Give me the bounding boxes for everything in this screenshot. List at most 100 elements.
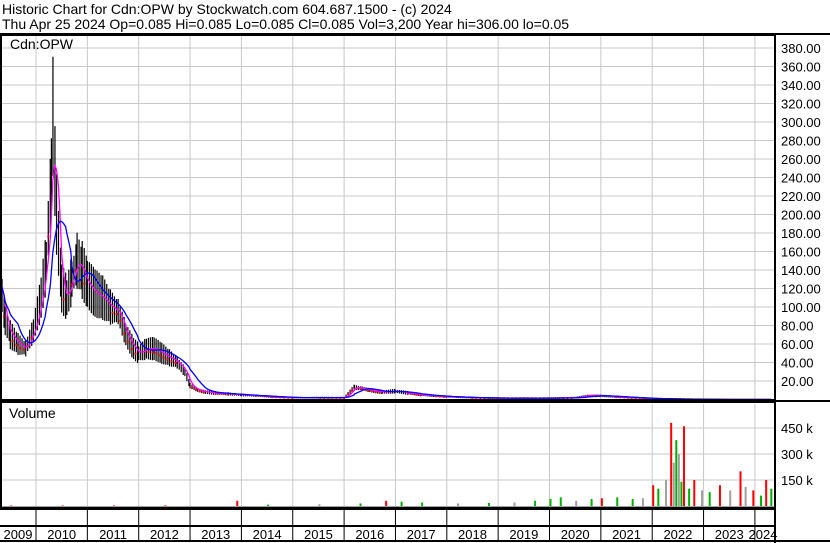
close-mark bbox=[415, 393, 418, 396]
volume-bar bbox=[665, 480, 668, 506]
close-mark bbox=[134, 352, 137, 355]
price-tick-label: 80.00 bbox=[781, 319, 814, 334]
price-tick-label: 340.00 bbox=[781, 78, 821, 93]
close-mark bbox=[195, 388, 198, 391]
year-label: 2013 bbox=[201, 527, 230, 542]
volume-bar bbox=[641, 498, 644, 506]
year-label: 2020 bbox=[561, 527, 590, 542]
year-label: 2014 bbox=[253, 527, 282, 542]
price-tick-label: 280.00 bbox=[781, 134, 821, 149]
price-tick-label: 240.00 bbox=[781, 171, 821, 186]
close-mark bbox=[370, 390, 373, 393]
volume-bar bbox=[549, 499, 552, 506]
close-mark bbox=[151, 351, 154, 354]
volume-tick-label: 300 k bbox=[781, 447, 813, 462]
close-mark bbox=[411, 393, 414, 396]
volume-bar bbox=[729, 490, 732, 506]
close-mark bbox=[83, 282, 86, 285]
volume-bar bbox=[61, 505, 64, 506]
price-tick-label: 120.00 bbox=[781, 282, 821, 297]
year-label: 2012 bbox=[150, 527, 179, 542]
price-tick-label: 320.00 bbox=[781, 97, 821, 112]
volume-pane-label: Volume bbox=[9, 405, 56, 421]
price-tick-label: 140.00 bbox=[781, 263, 821, 278]
volume-bar bbox=[318, 504, 321, 506]
volume-bar bbox=[534, 500, 537, 506]
year-label: 2010 bbox=[47, 527, 76, 542]
close-mark bbox=[198, 390, 201, 393]
volume-bar bbox=[670, 422, 673, 506]
long-moving-average-line bbox=[0, 220, 771, 401]
close-mark bbox=[170, 360, 173, 363]
close-mark bbox=[191, 386, 194, 389]
year-label: 2016 bbox=[355, 527, 384, 542]
short-moving-average-line bbox=[0, 164, 771, 401]
close-mark bbox=[62, 298, 65, 301]
volume-bar bbox=[631, 499, 634, 506]
close-mark bbox=[347, 393, 350, 396]
price-tick-label: 40.00 bbox=[781, 356, 814, 371]
close-mark bbox=[119, 319, 122, 322]
price-tick-label: 380.00 bbox=[781, 41, 821, 56]
volume-bar bbox=[700, 490, 703, 506]
close-mark bbox=[30, 336, 33, 339]
price-tick-label: 60.00 bbox=[781, 337, 814, 352]
price-tick-label: 220.00 bbox=[781, 189, 821, 204]
volume-bar bbox=[575, 500, 578, 506]
year-label: 2022 bbox=[663, 527, 692, 542]
volume-bar bbox=[236, 500, 239, 506]
close-mark bbox=[126, 340, 129, 343]
volume-bar bbox=[590, 499, 593, 506]
year-label: 2024 bbox=[749, 527, 778, 542]
price-tick-label: 180.00 bbox=[781, 226, 821, 241]
price-tick-label: 360.00 bbox=[781, 60, 821, 75]
year-label: 2015 bbox=[304, 527, 333, 542]
close-mark bbox=[123, 332, 126, 335]
quote-summary: Thu Apr 25 2024 Op=0.085 Hi=0.085 Lo=0.0… bbox=[2, 16, 570, 32]
close-mark bbox=[111, 311, 114, 314]
volume-bar bbox=[600, 498, 603, 506]
close-mark bbox=[11, 340, 14, 343]
volume-bar bbox=[708, 492, 711, 506]
year-label: 2017 bbox=[407, 527, 436, 542]
close-mark bbox=[3, 315, 6, 318]
volume-bar bbox=[752, 490, 755, 506]
volume-bar bbox=[718, 485, 721, 506]
close-mark bbox=[15, 344, 18, 347]
close-mark bbox=[162, 356, 165, 359]
volume-bar bbox=[683, 426, 686, 506]
close-mark bbox=[23, 348, 26, 351]
close-mark bbox=[47, 235, 50, 238]
volume-bar bbox=[672, 462, 675, 506]
close-mark bbox=[115, 313, 118, 316]
volume-bar bbox=[267, 504, 270, 506]
volume-bar bbox=[487, 502, 490, 506]
close-mark bbox=[367, 389, 370, 392]
volume-bar bbox=[765, 480, 768, 506]
price-tick-label: 260.00 bbox=[781, 152, 821, 167]
volume-bar bbox=[10, 505, 13, 506]
close-mark bbox=[147, 350, 150, 353]
year-label: 2021 bbox=[612, 527, 641, 542]
volume-tick-label: 150 k bbox=[781, 473, 813, 488]
close-mark bbox=[70, 283, 73, 286]
volume-bar bbox=[770, 488, 773, 506]
close-mark bbox=[407, 392, 410, 395]
close-mark bbox=[374, 390, 377, 393]
volume-bar bbox=[513, 502, 516, 506]
volume-bar bbox=[739, 471, 742, 506]
volume-bar bbox=[688, 488, 691, 506]
close-mark bbox=[155, 352, 158, 355]
close-mark bbox=[419, 394, 422, 397]
volume-bar bbox=[385, 500, 388, 506]
year-label: 2018 bbox=[458, 527, 487, 542]
close-mark bbox=[351, 389, 354, 392]
volume-bar bbox=[693, 480, 696, 506]
close-mark bbox=[74, 270, 77, 273]
volume-bar bbox=[652, 485, 655, 506]
chart-title: Historic Chart for Cdn:OPW by Stockwatch… bbox=[2, 1, 452, 17]
close-mark bbox=[378, 391, 381, 394]
volume-bar bbox=[680, 481, 683, 506]
